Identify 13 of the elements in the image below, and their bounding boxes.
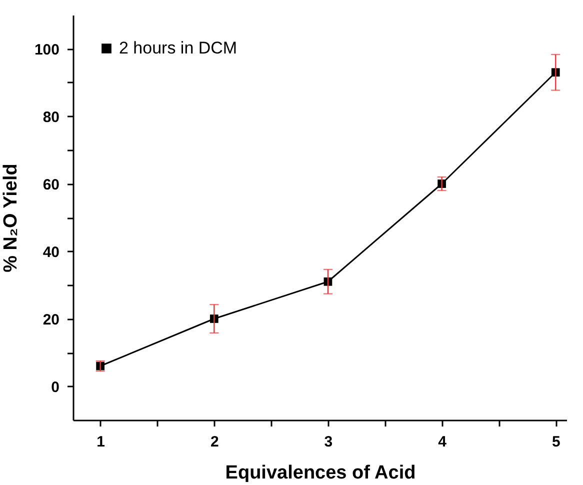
x-tick-label: 5 (552, 434, 560, 450)
y-tick-label: 80 (42, 108, 60, 126)
legend-label: 2 hours in DCM (119, 38, 238, 58)
y-tick-label: 40 (42, 244, 60, 261)
x-tick-label: 3 (324, 434, 333, 450)
y-tick-label: 100 (34, 41, 60, 58)
y-tick-label: 20 (42, 311, 60, 328)
x-tick-label: 1 (96, 434, 105, 450)
x-tick-label: 4 (438, 434, 448, 450)
y-axis-title: % N₂O Yield (0, 164, 22, 272)
y-tick-label: 60 (42, 176, 60, 194)
y-tick-label: 0 (51, 378, 60, 396)
x-tick-label: 2 (210, 434, 219, 450)
